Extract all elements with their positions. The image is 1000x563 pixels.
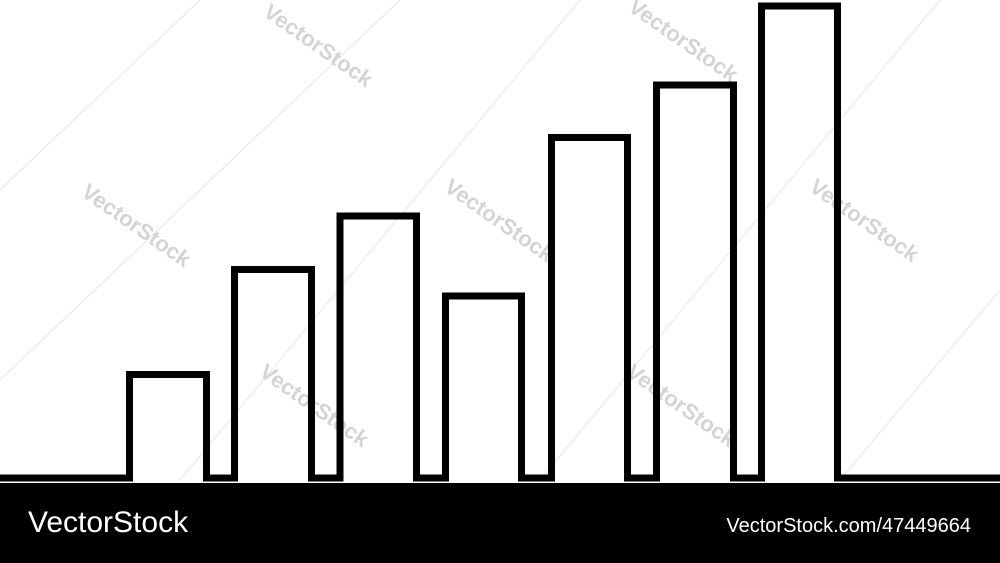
watermark-lines <box>0 0 1000 481</box>
watermark-line <box>539 0 941 481</box>
watermark-line <box>839 289 1000 481</box>
watermark-line <box>179 0 581 481</box>
footer-brand: VectorStock <box>28 506 189 539</box>
watermark-line <box>0 0 201 191</box>
watermark-line <box>0 0 401 381</box>
bar-chart-icon <box>0 2 1000 482</box>
footer-bar <box>0 483 1000 563</box>
footer-credit: VectorStock.com/47449664 <box>726 515 971 537</box>
